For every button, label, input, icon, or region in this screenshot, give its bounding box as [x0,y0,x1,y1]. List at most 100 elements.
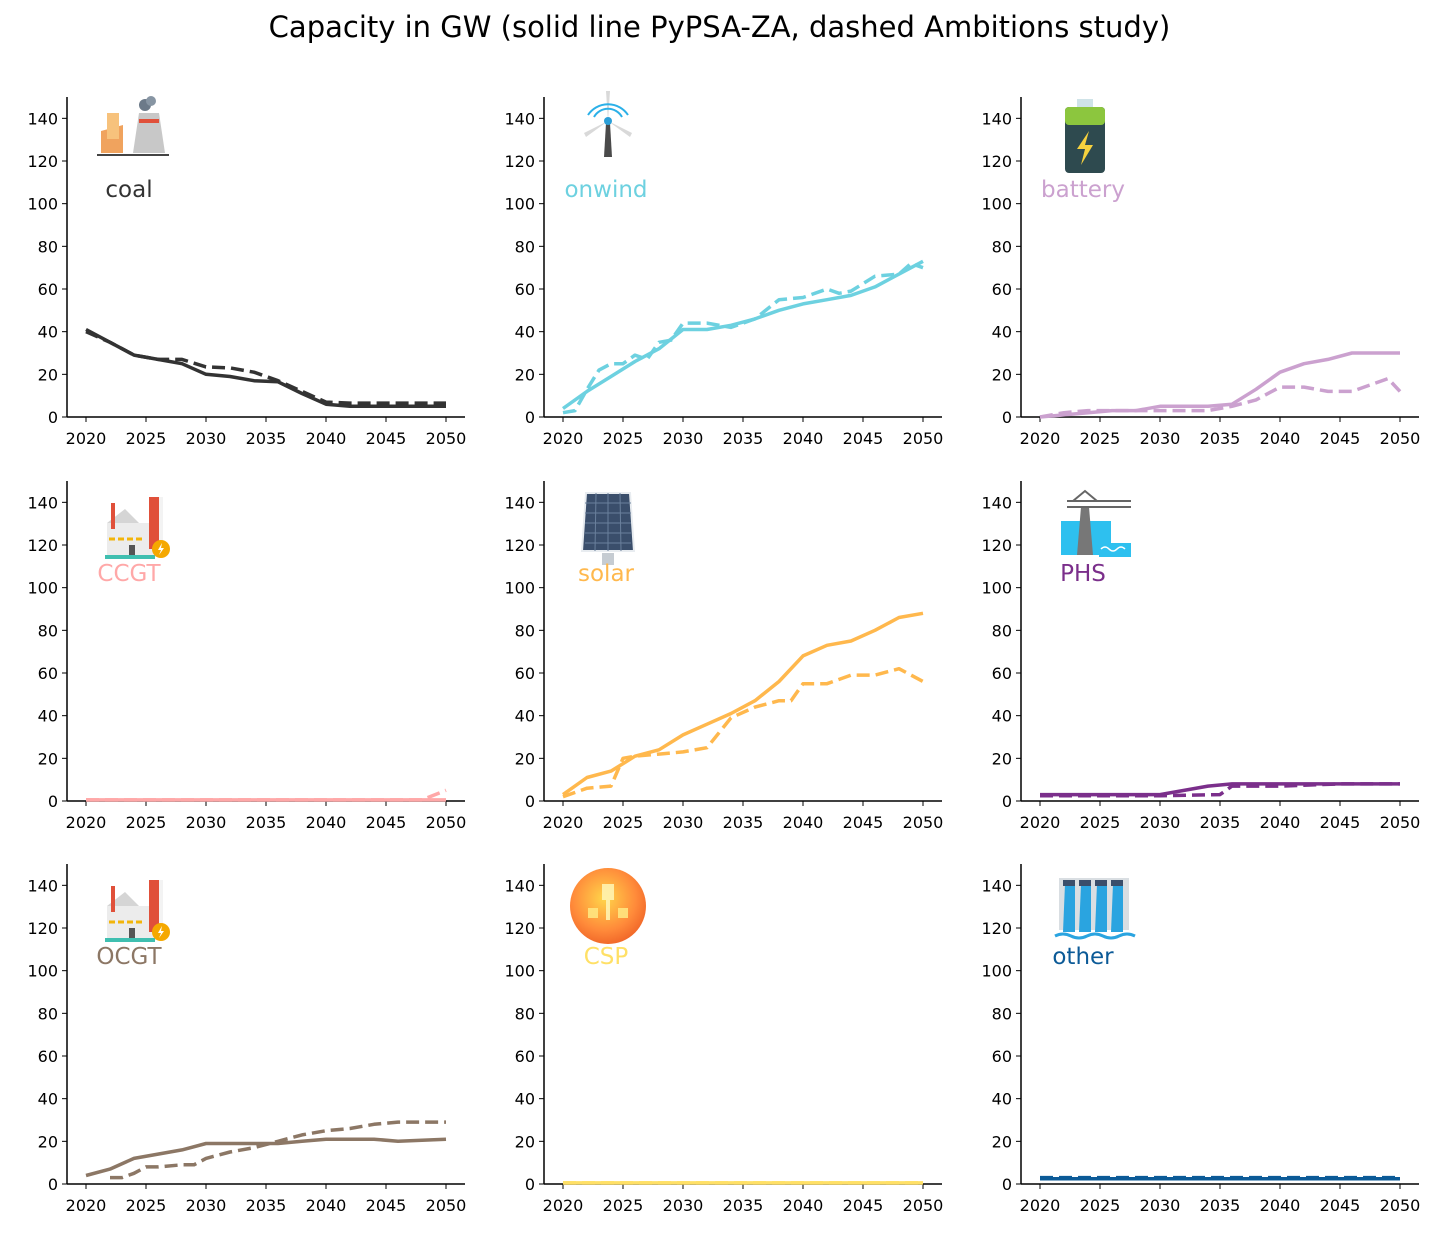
x-tick-label: 2035 [723,1196,764,1215]
y-tick-label: 100 [27,195,58,214]
power-plant-cooling-tower-icon [97,96,169,156]
y-tick-label: 20 [992,1132,1012,1151]
x-tick-label: 2035 [723,813,764,832]
x-tick-label: 2050 [903,429,944,448]
x-tick-label: 2020 [66,813,107,832]
x-tick-label: 2035 [246,429,287,448]
wind-turbine-icon [584,91,632,157]
y-tick-label: 100 [981,195,1012,214]
x-tick-label: 2050 [1380,429,1421,448]
y-tick-label: 40 [38,323,58,342]
y-tick-label: 80 [38,1004,58,1023]
x-tick-label: 2035 [1200,1196,1241,1215]
x-tick-label: 2045 [366,813,407,832]
y-tick-label: 20 [992,365,1012,384]
x-tick-label: 2025 [603,1196,644,1215]
x-tick-label: 2040 [783,429,824,448]
y-tick-label: 80 [515,621,535,640]
x-tick-label: 2035 [723,429,764,448]
x-tick-label: 2050 [426,429,467,448]
technology-label: other [1052,944,1114,970]
y-tick-label: 140 [504,109,535,128]
y-tick-label: 0 [48,408,58,427]
y-tick-label: 80 [515,237,535,256]
x-tick-label: 2030 [186,429,227,448]
technology-label: battery [1041,177,1125,203]
factory-icon [105,880,170,942]
technology-label: CCGT [97,561,161,587]
technology-label: OCGT [96,944,162,970]
x-tick-label: 2045 [1320,1196,1361,1215]
x-tick-label: 2025 [603,813,644,832]
y-tick-label: 120 [504,919,535,938]
x-tick-label: 2030 [1140,1196,1181,1215]
dam-icon [1054,878,1136,940]
y-tick-label: 0 [1002,792,1012,811]
y-tick-label: 40 [515,707,535,726]
technology-label: coal [105,177,152,203]
series-line-ambitions [85,330,446,405]
series-line-ambitions [562,666,924,799]
x-tick-label: 2020 [66,1196,107,1215]
y-tick-label: 40 [992,1090,1012,1109]
x-tick-label: 2040 [783,813,824,832]
y-tick-label: 60 [992,1047,1012,1066]
series-line-ambitions [110,1120,446,1180]
x-tick-label: 2050 [903,1196,944,1215]
x-tick-label: 2040 [306,813,347,832]
x-tick-label: 2045 [843,1196,884,1215]
y-tick-label: 20 [515,1132,535,1151]
x-tick-label: 2050 [1380,813,1421,832]
x-tick-label: 2020 [543,1196,584,1215]
x-tick-label: 2040 [306,1196,347,1215]
y-tick-label: 140 [27,876,58,895]
x-tick-label: 2020 [66,429,107,448]
x-tick-label: 2045 [366,1196,407,1215]
x-tick-label: 2035 [246,1196,287,1215]
y-tick-label: 40 [38,1090,58,1109]
y-tick-label: 20 [992,749,1012,768]
y-tick-label: 120 [27,536,58,555]
x-tick-label: 2020 [1020,1196,1061,1215]
y-tick-label: 140 [981,109,1012,128]
y-tick-label: 100 [504,579,535,598]
x-tick-label: 2025 [126,429,167,448]
y-tick-label: 100 [27,962,58,981]
y-tick-label: 40 [38,707,58,726]
y-tick-label: 140 [504,493,535,512]
y-tick-label: 120 [504,536,535,555]
series-line-pypsa [561,259,924,410]
x-tick-label: 2035 [1200,429,1241,448]
x-tick-label: 2025 [126,1196,167,1215]
series-line-ambitions [562,261,924,415]
series-line-ambitions [1039,376,1402,419]
y-tick-label: 120 [27,152,58,171]
technology-label: solar [578,561,635,587]
x-tick-label: 2025 [603,429,644,448]
series-line-pypsa [561,611,924,797]
y-tick-label: 100 [27,579,58,598]
solar-panel-icon [580,492,636,565]
y-tick-label: 140 [981,876,1012,895]
x-tick-label: 2050 [426,813,467,832]
x-tick-label: 2030 [663,813,704,832]
factory-icon [105,497,170,559]
series-line-ambitions [86,788,447,802]
x-tick-label: 2035 [246,813,287,832]
x-tick-label: 2025 [1080,1196,1121,1215]
x-tick-label: 2025 [126,813,167,832]
x-tick-label: 2040 [783,1196,824,1215]
y-tick-label: 0 [1002,408,1012,427]
y-tick-label: 20 [38,749,58,768]
y-tick-label: 60 [515,1047,535,1066]
y-tick-label: 80 [38,237,58,256]
x-tick-label: 2045 [843,429,884,448]
y-tick-label: 80 [992,237,1012,256]
y-tick-label: 60 [515,664,535,683]
x-tick-label: 2045 [366,429,407,448]
